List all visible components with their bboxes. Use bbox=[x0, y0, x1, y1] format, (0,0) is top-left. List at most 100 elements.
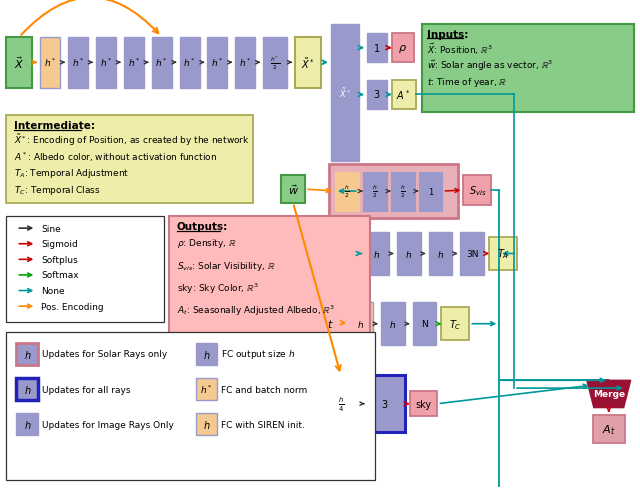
Text: $h$: $h$ bbox=[389, 319, 396, 329]
FancyBboxPatch shape bbox=[390, 172, 415, 211]
Text: N: N bbox=[421, 320, 428, 328]
Text: $h^*$: $h^*$ bbox=[183, 57, 196, 69]
Text: $T_A$: Temporal Adjustment: $T_A$: Temporal Adjustment bbox=[14, 167, 129, 180]
FancyBboxPatch shape bbox=[365, 233, 388, 275]
Text: $A^*$: $A^*$ bbox=[396, 88, 411, 102]
Text: $h^*$: $h^*$ bbox=[200, 383, 213, 395]
FancyBboxPatch shape bbox=[460, 233, 484, 275]
Text: $A_t$: Seasonally Adjusted Albedo, $\mathbb{R}^3$: $A_t$: Seasonally Adjusted Albedo, $\mat… bbox=[177, 303, 335, 318]
FancyBboxPatch shape bbox=[381, 303, 404, 346]
FancyBboxPatch shape bbox=[207, 38, 227, 88]
Text: Sine: Sine bbox=[41, 224, 61, 233]
FancyBboxPatch shape bbox=[321, 376, 361, 432]
FancyBboxPatch shape bbox=[319, 310, 341, 336]
Text: None: None bbox=[41, 286, 65, 295]
Text: $\vec{w}$: Solar angle as vector, $\mathbb{R}^3$: $\vec{w}$: Solar angle as vector, $\math… bbox=[426, 59, 553, 73]
Text: Inputs:: Inputs: bbox=[426, 30, 468, 40]
FancyBboxPatch shape bbox=[410, 391, 438, 417]
Text: 3: 3 bbox=[381, 399, 388, 409]
FancyBboxPatch shape bbox=[169, 217, 370, 334]
FancyBboxPatch shape bbox=[124, 38, 144, 88]
Text: $S_{vis}$: Solar Visibility, $\mathbb{R}$: $S_{vis}$: Solar Visibility, $\mathbb{R}… bbox=[177, 259, 275, 272]
Text: $h^*$: $h^*$ bbox=[72, 57, 84, 69]
Text: $\frac{h}{4}$: $\frac{h}{4}$ bbox=[338, 395, 344, 413]
FancyBboxPatch shape bbox=[6, 116, 253, 203]
Text: $h^*$: $h^*$ bbox=[211, 57, 224, 69]
FancyBboxPatch shape bbox=[6, 38, 32, 88]
FancyBboxPatch shape bbox=[363, 172, 387, 211]
FancyBboxPatch shape bbox=[422, 25, 634, 113]
Text: $h^*$: $h^*$ bbox=[100, 57, 112, 69]
Text: $h^*$: $h^*$ bbox=[127, 57, 140, 69]
FancyBboxPatch shape bbox=[367, 34, 387, 63]
FancyBboxPatch shape bbox=[17, 414, 38, 435]
FancyBboxPatch shape bbox=[180, 38, 200, 88]
Text: $\frac{h^*}{2}$: $\frac{h^*}{2}$ bbox=[270, 55, 280, 72]
FancyBboxPatch shape bbox=[6, 332, 375, 480]
FancyBboxPatch shape bbox=[413, 303, 436, 346]
Text: $\tilde{X}^*$: $\tilde{X}^*$ bbox=[301, 56, 315, 71]
FancyBboxPatch shape bbox=[263, 38, 287, 88]
Text: 3: 3 bbox=[374, 90, 380, 100]
FancyBboxPatch shape bbox=[17, 344, 38, 365]
Text: $\tilde{X}^*$: $\tilde{X}^*$ bbox=[339, 86, 351, 100]
FancyBboxPatch shape bbox=[593, 416, 625, 443]
Text: 1: 1 bbox=[374, 43, 380, 54]
Text: $\tilde{X}^*$: Encoding of Position, as created by the network: $\tilde{X}^*$: Encoding of Position, as … bbox=[14, 132, 250, 148]
FancyBboxPatch shape bbox=[335, 172, 359, 211]
Text: Softplus: Softplus bbox=[41, 255, 78, 264]
Text: FC and batch norm: FC and batch norm bbox=[221, 385, 308, 394]
Text: FC output size $h$: FC output size $h$ bbox=[221, 348, 296, 361]
FancyBboxPatch shape bbox=[196, 414, 218, 435]
FancyBboxPatch shape bbox=[365, 376, 404, 432]
FancyBboxPatch shape bbox=[429, 233, 452, 275]
Text: Pos. Encoding: Pos. Encoding bbox=[41, 302, 104, 311]
FancyBboxPatch shape bbox=[419, 172, 442, 211]
FancyBboxPatch shape bbox=[331, 25, 359, 162]
Text: $\vec{w}$: $\vec{w}$ bbox=[287, 183, 299, 197]
Text: $h$: $h$ bbox=[24, 348, 31, 360]
Text: $h^*$: $h^*$ bbox=[239, 57, 252, 69]
Text: $\frac{h}{2}$: $\frac{h}{2}$ bbox=[372, 183, 378, 200]
FancyBboxPatch shape bbox=[17, 379, 38, 400]
Text: Sigmoid: Sigmoid bbox=[41, 240, 78, 249]
FancyBboxPatch shape bbox=[196, 379, 218, 400]
Text: sky: Sky Color, $\mathbb{R}^3$: sky: Sky Color, $\mathbb{R}^3$ bbox=[177, 281, 259, 295]
Polygon shape bbox=[587, 381, 630, 408]
Text: $\vec{X}$: $\vec{X}$ bbox=[14, 55, 24, 71]
Text: $h^*$: $h^*$ bbox=[44, 57, 56, 69]
Text: $h^*$: $h^*$ bbox=[156, 57, 168, 69]
Text: $h$: $h$ bbox=[437, 248, 444, 260]
FancyBboxPatch shape bbox=[329, 164, 458, 219]
Text: $h$: $h$ bbox=[203, 348, 211, 360]
Text: $h$: $h$ bbox=[24, 418, 31, 430]
Text: Intermediate:: Intermediate: bbox=[14, 121, 95, 130]
Text: $h$: $h$ bbox=[373, 248, 380, 260]
FancyBboxPatch shape bbox=[367, 81, 387, 110]
FancyBboxPatch shape bbox=[96, 38, 116, 88]
Text: $\rho$: $\rho$ bbox=[398, 42, 407, 55]
Text: $A^*$: Albedo color, without activation function: $A^*$: Albedo color, without activation … bbox=[14, 150, 218, 163]
Text: Softmax: Softmax bbox=[41, 271, 79, 280]
FancyBboxPatch shape bbox=[349, 303, 372, 346]
Text: FC with SIREN init.: FC with SIREN init. bbox=[221, 420, 305, 429]
Text: $h$: $h$ bbox=[405, 248, 412, 260]
FancyBboxPatch shape bbox=[68, 38, 88, 88]
Text: $t$: $t$ bbox=[326, 317, 333, 329]
Text: $\frac{h}{2}$: $\frac{h}{2}$ bbox=[344, 183, 349, 200]
FancyBboxPatch shape bbox=[392, 34, 413, 63]
Text: sky: sky bbox=[415, 399, 431, 409]
FancyBboxPatch shape bbox=[489, 237, 517, 270]
FancyBboxPatch shape bbox=[392, 81, 415, 110]
FancyBboxPatch shape bbox=[196, 344, 218, 365]
FancyBboxPatch shape bbox=[463, 176, 492, 205]
Text: Updates for Image Rays Only: Updates for Image Rays Only bbox=[42, 420, 174, 429]
Text: $A_t$: $A_t$ bbox=[602, 422, 616, 436]
FancyBboxPatch shape bbox=[281, 176, 305, 203]
FancyBboxPatch shape bbox=[397, 233, 420, 275]
FancyBboxPatch shape bbox=[295, 38, 321, 88]
Text: Updates for Solar Rays only: Updates for Solar Rays only bbox=[42, 350, 168, 359]
FancyBboxPatch shape bbox=[236, 38, 255, 88]
Text: $t$: Time of year, $\mathbb{R}$: $t$: Time of year, $\mathbb{R}$ bbox=[426, 76, 507, 89]
Text: Outputs:: Outputs: bbox=[177, 222, 228, 232]
